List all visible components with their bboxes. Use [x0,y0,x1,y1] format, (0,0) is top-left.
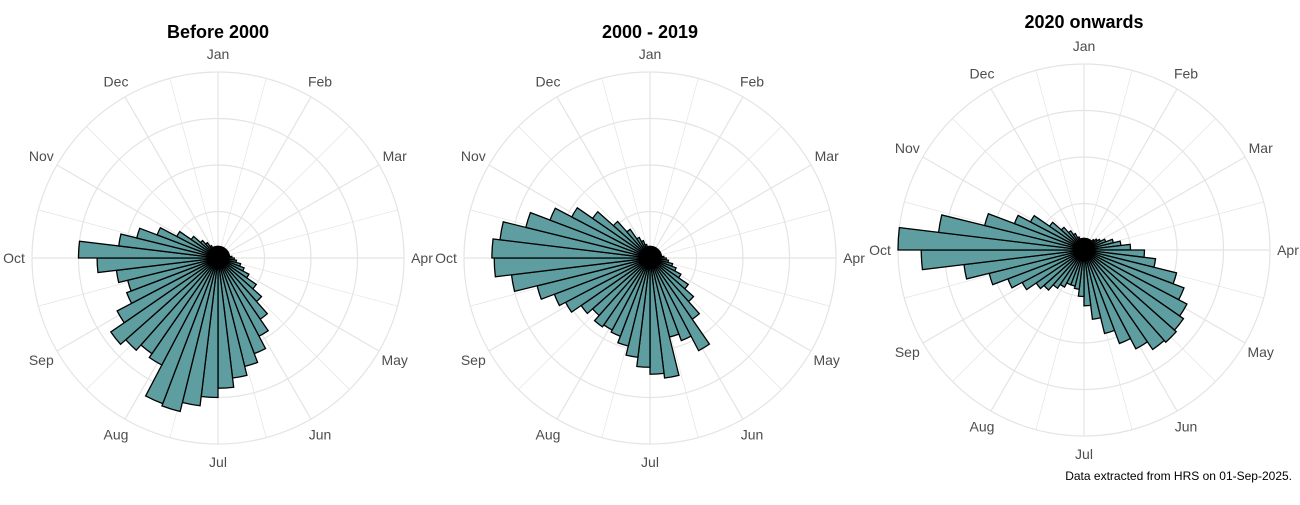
polar-bar [647,245,651,259]
month-label: Oct [869,242,891,258]
grid-spoke [217,126,350,259]
polar-bar [144,257,219,405]
grid-spoke [649,164,812,259]
grid-spoke [169,78,219,259]
grid-spoke [1035,70,1085,251]
month-label: Aug [104,427,129,443]
grid-spoke [217,96,312,259]
grid-spoke [1083,88,1178,251]
month-label: Jul [209,454,227,470]
grid-spoke [1083,156,1246,251]
polar-bar [125,257,219,305]
polar-bar [1083,249,1092,307]
month-label: Jul [1075,446,1093,462]
month-label: Feb [1174,65,1198,81]
grid-spoke [217,164,380,259]
polar-bar [1083,249,1132,345]
polar-chart-1: Jan Feb Mar Apr May Jun Jul Aug Sep Oct Nov Dec Befo… [3,22,433,470]
polar-bar [1083,249,1166,351]
month-label: Dec [970,65,995,81]
month-label: Aug [970,419,995,435]
month-label: Jan [207,46,230,62]
month-label: Feb [308,73,332,89]
month-label: Dec [536,73,561,89]
polar-bar [1083,249,1149,350]
polar-bar [625,228,651,259]
polar-chart-2: Jan Feb Mar Apr May Jun Jul Aug Sep Oct Nov Dec 2000… [435,22,865,470]
month-label: Nov [29,148,54,164]
month-label: May [813,352,839,368]
month-label: Jun [741,427,764,443]
grid-spoke [217,78,267,259]
grid-spoke [649,126,782,259]
month-label: Oct [3,250,25,266]
polar-bar [649,257,711,352]
polar-chart-3: Jan Feb Mar Apr May Jun Jul Aug Sep Oct Nov Dec 2020… [869,12,1299,462]
grid-spoke [649,78,699,259]
polar-bar [570,206,651,259]
grid-spoke [990,88,1085,251]
month-label: Jun [309,427,332,443]
grid-spoke [217,257,398,307]
grid-spoke [1083,70,1133,251]
month-label: Sep [895,344,920,360]
month-label: Mar [383,148,407,164]
month-label: Feb [740,73,764,89]
grid-spoke [556,96,651,259]
month-label: Jan [639,46,662,62]
month-label: Apr [411,250,433,266]
grid-spoke [217,209,398,259]
month-label: Jan [1073,38,1096,54]
polar-bar [649,257,665,375]
month-label: Sep [461,352,486,368]
month-label: Mar [815,148,839,164]
month-label: Dec [104,73,129,89]
month-label: Nov [895,140,920,156]
month-label: Sep [29,352,54,368]
month-label: Apr [1277,242,1299,258]
month-label: Mar [1249,140,1273,156]
polar-bar [1081,237,1085,251]
chart-title: 2020 onwards [1024,12,1143,32]
polar-bar [1083,249,1102,320]
grid-spoke [649,209,830,259]
polar-bar [148,257,219,366]
month-label: Apr [843,250,865,266]
data-source-caption: Data extracted from HRS on 01-Sep-2025. [1065,469,1292,483]
grid-spoke [124,96,219,259]
grid-spoke [952,118,1085,251]
polar-bar [116,257,219,324]
chart-title: Before 2000 [167,22,269,42]
polar-bar [649,257,692,342]
month-label: Jul [641,454,659,470]
polar-bar [612,220,651,259]
month-label: Jun [1175,419,1198,435]
month-label: May [1247,344,1273,360]
month-label: Oct [435,250,457,266]
polar-bar [215,245,219,259]
grid-spoke [1083,118,1216,251]
polar-bar [649,257,680,379]
grid-spoke [649,96,744,259]
month-label: Nov [461,148,486,164]
grid-spoke [86,126,219,259]
polar-bar [593,257,651,328]
month-label: Aug [536,427,561,443]
grid-spoke [601,78,651,259]
polar-bar [591,210,651,259]
polar-bar [1083,249,1178,344]
polar-bar [109,257,219,346]
month-label: May [381,352,407,368]
chart-title: 2000 - 2019 [602,22,698,42]
polar-bar [1083,249,1116,335]
grid-spoke [649,257,830,307]
